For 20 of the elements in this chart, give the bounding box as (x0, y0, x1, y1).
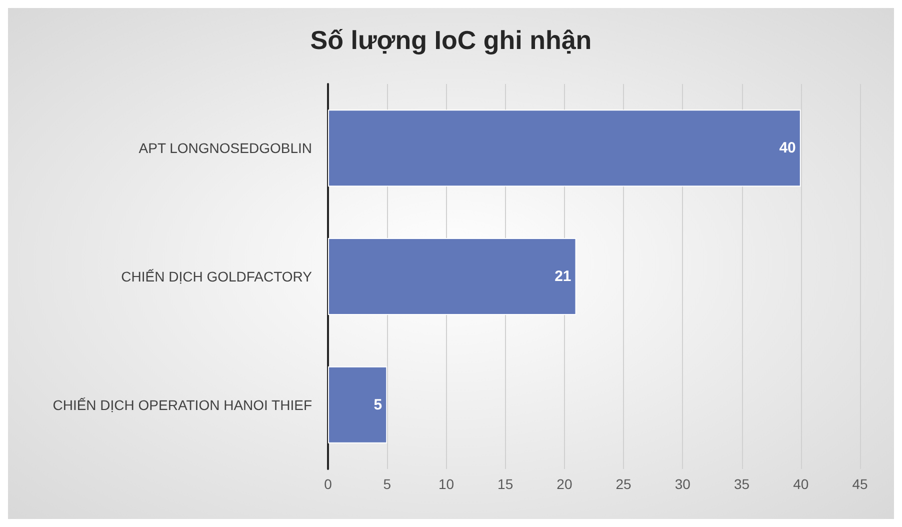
x-tick-label: 5 (383, 476, 392, 492)
x-tick-label: 20 (556, 476, 572, 492)
data-label: 40 (779, 140, 796, 157)
bar (328, 366, 388, 444)
x-tick-label: 15 (498, 476, 514, 492)
bar (328, 238, 576, 315)
data-label: 5 (374, 396, 382, 414)
y-tick-label: CHIẾN DỊCH GOLDFACTORY (121, 268, 313, 284)
bar (328, 110, 801, 187)
y-tick-label: CHIẾN DỊCH OPERATION HANOI THIEF (52, 396, 312, 413)
x-tick-label: 35 (734, 476, 750, 492)
data-label: 21 (554, 268, 572, 285)
x-tick-label: 45 (852, 476, 868, 492)
y-tick-label: APT LONGNOSEDGOBLIN (138, 140, 312, 156)
chart-title: Số lượng IoC ghi nhận (310, 25, 592, 55)
x-tick-label: 30 (674, 476, 691, 492)
x-tick-label: 10 (438, 476, 454, 492)
x-tick-label: 0 (324, 476, 332, 492)
x-tick-label: 40 (793, 476, 809, 492)
x-tick-label: 25 (616, 476, 632, 492)
